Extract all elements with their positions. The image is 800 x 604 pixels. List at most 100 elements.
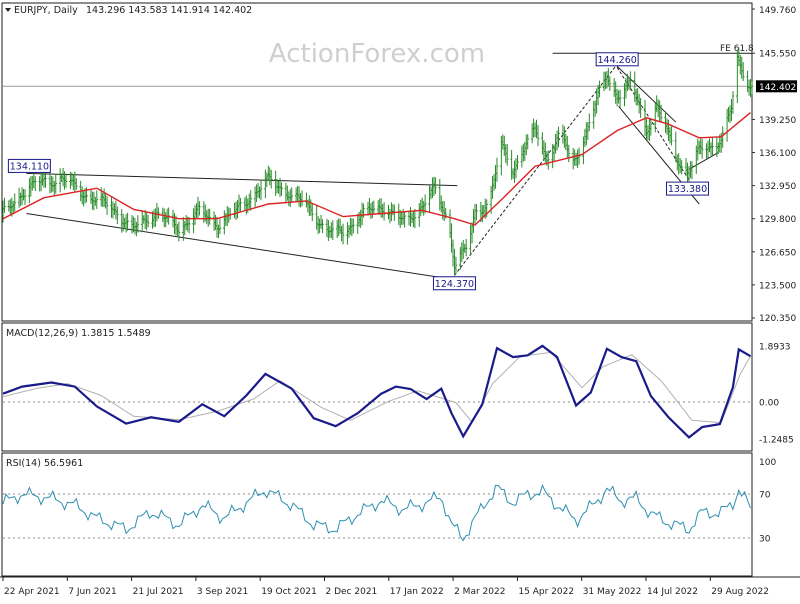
price-bar	[546, 150, 550, 170]
price-tick-label: 132.950	[759, 182, 796, 192]
price-label-text: 134.110	[10, 161, 49, 172]
time-tick-label: 15 Apr 2022	[518, 587, 574, 597]
time-tick-label: 29 Aug 2022	[711, 587, 769, 597]
price-tick-label: 126.650	[759, 248, 796, 258]
price-bar	[269, 169, 273, 189]
price-bar	[208, 208, 211, 225]
time-axis: 22 Apr 2021 7 Jun 2021 21 Jul 2021 3 Sep 20…	[0, 576, 800, 597]
price-bar	[711, 137, 714, 156]
price-bar	[74, 178, 78, 191]
price-label-text: 133.380	[668, 184, 707, 195]
rsi-tick-label: 70	[759, 491, 771, 501]
price-bar	[505, 144, 509, 166]
time-tick-label: 22 Apr 2021	[4, 587, 60, 597]
rsi-lines	[2, 484, 751, 542]
price-axis: 149.760 145.550 142.402 139.250 136.100 132.9…	[752, 6, 797, 324]
price-tick-label: 139.250	[759, 116, 796, 126]
price-bar	[372, 200, 376, 215]
price-bar	[670, 126, 673, 146]
price-bar	[731, 91, 735, 114]
price-panel: ActionForex.com EURJPY, Daily 143.296 14…	[1, 2, 754, 322]
price-bar	[454, 256, 458, 274]
price-bar	[33, 176, 37, 192]
rsi-line	[2, 484, 751, 542]
price-bar	[198, 201, 201, 216]
last-price-label: 142.402	[759, 83, 796, 93]
price-bar	[649, 119, 653, 136]
price-bar	[146, 214, 150, 228]
rsi-tick-label: 30	[759, 535, 771, 545]
price-bar	[464, 238, 468, 257]
price-bar	[700, 139, 704, 159]
macd-axis-ticks: 1.8933 0.00 -1.2485	[759, 343, 794, 446]
price-bar	[280, 182, 283, 196]
rsi-title: RSI(14) 56.5961	[6, 458, 83, 469]
price-annotations: 134.110 124.370 144.260 133.380	[7, 52, 710, 291]
time-tick-label: 21 Jul 2021	[133, 587, 184, 597]
price-bar	[105, 196, 109, 215]
trendline-lower-channel	[26, 212, 462, 282]
price-bar	[577, 147, 581, 165]
chart-symbol: EURJPY, Daily	[14, 5, 78, 16]
time-tick-label: 31 May 2022	[583, 587, 642, 597]
time-tick-label: 3 Sep 2021	[197, 587, 248, 597]
price-bar	[116, 206, 119, 225]
macd-tick-label: -1.2485	[759, 435, 794, 445]
price-bar	[239, 197, 242, 212]
time-tick-label: 2 Dec 2021	[326, 587, 378, 597]
time-tick-label: 7 Jun 2021	[68, 587, 116, 597]
last-price-tag	[756, 80, 797, 93]
price-label-text: 124.370	[435, 279, 474, 290]
price-bar	[567, 144, 571, 163]
price-bar	[618, 89, 622, 108]
price-bar	[218, 218, 222, 234]
price-bar	[598, 80, 601, 98]
price-bar	[588, 113, 591, 132]
price-bar	[177, 221, 181, 242]
price-bar	[382, 202, 386, 221]
price-tick-label: 120.350	[759, 314, 796, 324]
price-tick-label: 123.500	[759, 281, 796, 291]
price-bar	[741, 62, 745, 82]
price-label-text: 144.260	[598, 55, 637, 66]
price-tick-label: 129.800	[759, 215, 796, 225]
price-bar	[495, 157, 499, 182]
price-bar	[331, 220, 335, 241]
price-bar	[54, 174, 58, 194]
price-label: 134.110	[7, 158, 51, 173]
moving-average	[2, 112, 751, 226]
time-tick-label: 17 Jan 2022	[390, 587, 444, 597]
price-tick-label: 136.100	[759, 149, 796, 159]
price-bar	[680, 160, 683, 175]
macd-panel-frame	[1, 322, 753, 452]
price-panel-frame	[1, 2, 753, 322]
price-bar	[690, 161, 694, 180]
rsi-panel: RSI(14) 56.5961 100 70 30	[1, 452, 776, 577]
price-axis-ticks: 149.760 145.550 142.402 139.250 136.100 132.9…	[752, 6, 797, 324]
price-bar	[157, 207, 160, 219]
price-label: 124.370	[432, 276, 476, 291]
price-label: 144.260	[595, 52, 639, 67]
price-bar	[434, 177, 437, 194]
price-bar	[536, 124, 540, 147]
price-bar	[136, 215, 140, 233]
macd-lines	[2, 344, 752, 439]
price-bar	[721, 126, 724, 148]
dropdown-arrow-icon[interactable]	[5, 8, 11, 12]
rsi-panel-frame	[1, 452, 753, 577]
price-bar	[608, 76, 612, 92]
time-tick-label: 19 Oct 2021	[261, 587, 317, 597]
price-label: 133.380	[666, 181, 710, 196]
price-bar	[750, 81, 754, 94]
fib-extension-label: FE 61.8	[720, 44, 754, 54]
price-label-box	[432, 276, 476, 291]
price-label-box	[7, 158, 51, 173]
macd-title: MACD(12,26,9) 1.3815 1.5489	[6, 328, 151, 339]
price-bar	[557, 126, 560, 148]
price-bar	[629, 71, 632, 91]
price-bar	[423, 194, 427, 214]
price-bar	[290, 187, 294, 203]
price-bar	[516, 155, 519, 170]
